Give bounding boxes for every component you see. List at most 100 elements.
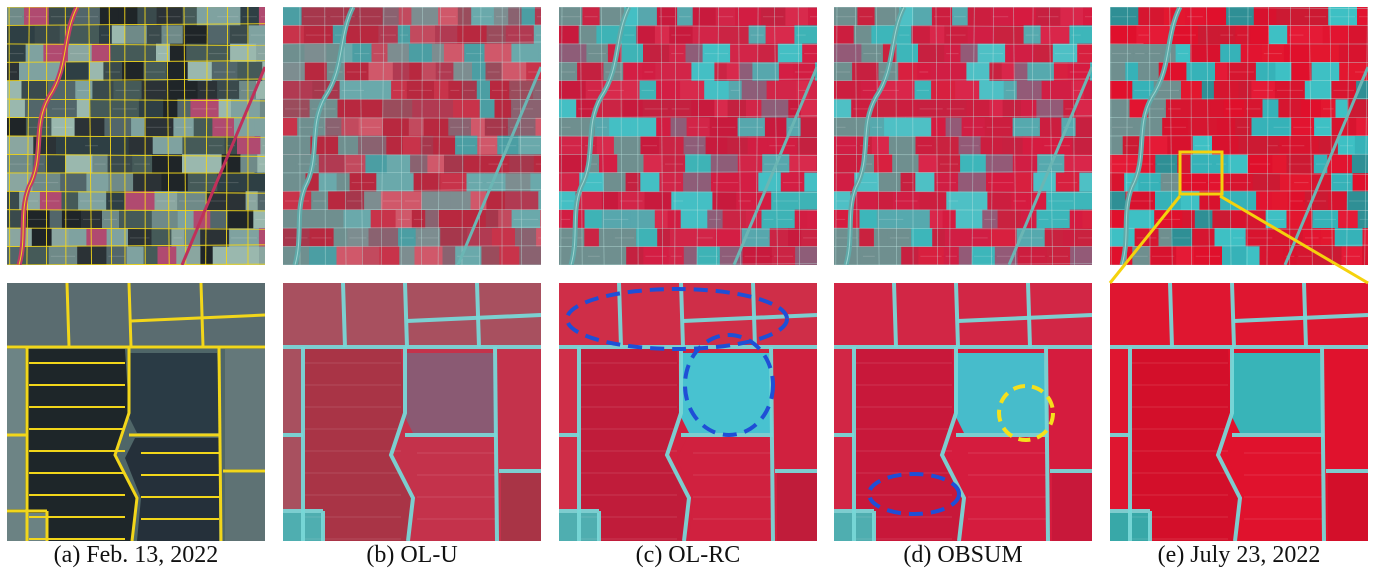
field-parcel (111, 25, 125, 45)
field-stripe (1246, 108, 1261, 110)
field-parcel (659, 172, 684, 192)
field-parcel (1339, 62, 1354, 82)
field-parcel (696, 246, 721, 265)
field-parcel (479, 99, 495, 119)
field-parcel (382, 7, 400, 26)
field-parcel (612, 228, 637, 248)
field-stripe (1225, 182, 1251, 184)
diagonal-canal (456, 66, 541, 265)
field-parcel (680, 209, 708, 229)
boundary-line (283, 245, 541, 247)
field-parcel (859, 228, 875, 248)
boundary-line (1049, 7, 1053, 265)
field-parcel (668, 246, 685, 265)
field-parcel (1354, 136, 1368, 155)
field-parcel (777, 473, 817, 541)
caption-c: (c) OL-RC (635, 542, 741, 568)
field-stripe (1289, 200, 1303, 202)
field-parcel (356, 7, 384, 26)
field-parcel (402, 191, 423, 211)
field-parcel (719, 25, 750, 45)
field-stripe (486, 126, 506, 128)
boundary-line (283, 154, 541, 156)
field-parcel (960, 43, 979, 63)
field-stripe (535, 89, 541, 91)
field-parcel (796, 136, 817, 156)
field-parcel (1149, 246, 1177, 265)
highlight-region-circle (997, 384, 1055, 442)
field-parcel (623, 99, 644, 119)
field-parcel (1034, 43, 1054, 63)
field-parcel (873, 228, 889, 248)
field-parcel (1075, 117, 1092, 137)
field-parcel (1226, 7, 1255, 26)
field-stripe (561, 237, 583, 239)
field-stripe (1038, 218, 1049, 220)
field-parcel (887, 228, 912, 248)
field-stripe (919, 108, 943, 110)
field-parcel (1130, 349, 1240, 541)
field-stripe (509, 126, 534, 128)
error-region-ellipse (565, 287, 789, 351)
field-parcel (380, 191, 404, 211)
boundary-line (559, 154, 817, 156)
field-stripe (671, 34, 691, 36)
field-parcel (68, 43, 93, 63)
field-parcel (86, 228, 108, 248)
field-parcel (874, 7, 900, 26)
field-parcel (1356, 117, 1368, 137)
field-parcel (390, 173, 415, 193)
field-parcel (182, 136, 208, 156)
field-parcel (918, 43, 945, 63)
field-stripe (303, 16, 327, 18)
zoom-region-box (1178, 150, 1224, 196)
boundary-line (343, 7, 347, 265)
field-parcel (1044, 228, 1064, 248)
field-parcel (190, 98, 220, 118)
field-parcel (977, 43, 1006, 63)
field-stripe (285, 200, 310, 202)
field-parcel (1182, 210, 1196, 229)
field-stripe (1048, 200, 1074, 202)
field-stripe (1085, 16, 1092, 18)
field-parcel (1328, 349, 1368, 469)
field-parcel (457, 7, 472, 26)
field-parcel (640, 136, 660, 156)
panel-c-zoom (559, 283, 817, 541)
field-parcel (407, 283, 477, 321)
field-stripe (41, 200, 60, 202)
field-stripe (358, 16, 381, 18)
boundary-line (359, 7, 363, 265)
field-stripe (179, 200, 205, 202)
field-stripe (721, 255, 741, 257)
field-stripe (879, 89, 899, 91)
field-parcel (945, 117, 962, 137)
field-stripe (1237, 126, 1250, 128)
field-stripe (777, 218, 793, 220)
field-parcel (283, 80, 313, 100)
field-parcel (1337, 136, 1356, 155)
field-parcel (364, 191, 382, 211)
boundary-line (560, 7, 563, 265)
boundary-line (1206, 7, 1210, 265)
field-boundary (892, 283, 898, 348)
field-parcel (464, 154, 487, 174)
field-parcel (143, 246, 158, 265)
field-stripe (1069, 71, 1089, 73)
field-parcel (177, 98, 191, 118)
field-stripe (836, 200, 849, 202)
field-boundary (679, 283, 685, 348)
field-parcel (915, 136, 935, 156)
field-stripe (1247, 237, 1273, 239)
field-stripe (457, 255, 480, 257)
boundary-line (935, 7, 939, 265)
field-stripe (1232, 237, 1244, 239)
field-stripe (51, 108, 75, 110)
field-parcel (702, 43, 731, 63)
field-stripe (1359, 16, 1368, 18)
field-parcel (336, 246, 363, 265)
boundary-line (660, 7, 664, 265)
field-parcel (788, 228, 802, 248)
field-parcel (1052, 43, 1078, 63)
field-parcel (144, 117, 174, 137)
